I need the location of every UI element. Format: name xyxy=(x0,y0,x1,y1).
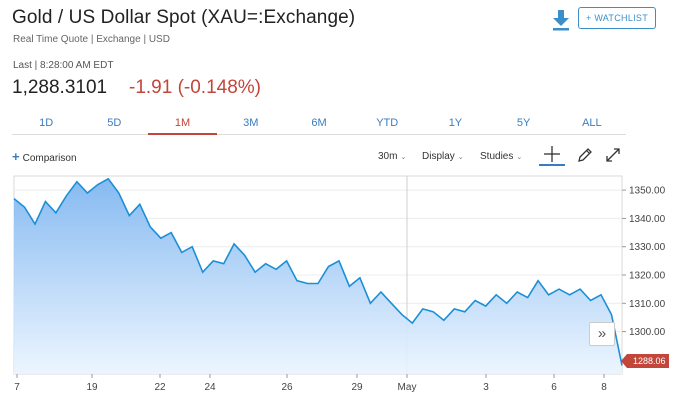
chart-toolbar: + Comparison 30m ⌄ Display ⌄ Studies ⌄ xyxy=(12,146,626,166)
tab-1d[interactable]: 1D xyxy=(39,117,54,129)
tab-5d[interactable]: 5D xyxy=(107,117,122,129)
pencil-icon xyxy=(578,148,592,162)
tab-1y[interactable]: 1Y xyxy=(448,117,463,129)
price-area xyxy=(14,178,622,374)
price-change: -1.91 (-0.148%) xyxy=(129,77,262,98)
x-tick-label: 26 xyxy=(281,382,293,393)
last-update-time: Last | 8:28:00 AM EDT xyxy=(13,60,114,71)
tab-1m[interactable]: 1M xyxy=(148,113,217,135)
display-label: Display xyxy=(422,151,455,162)
price-line xyxy=(13,177,623,366)
y-tick-label: 1300.00 xyxy=(629,327,666,338)
x-tick-label: 3 xyxy=(483,382,489,393)
scroll-to-latest-button[interactable]: » xyxy=(589,322,615,346)
fullscreen-button[interactable] xyxy=(604,146,622,164)
comparison-button[interactable]: + Comparison xyxy=(12,149,77,164)
chevron-down-icon: ⌄ xyxy=(400,154,407,161)
price-chart-svg: 1350.00 1340.00 1330.00 1320.00 1310.00 1300.… xyxy=(13,175,666,393)
y-tick-label: 1350.00 xyxy=(629,186,666,197)
x-tick-label: 29 xyxy=(351,382,363,393)
last-price: 1,288.3101 xyxy=(12,77,108,98)
interval-select[interactable]: 30m ⌄ xyxy=(378,151,406,162)
download-icon[interactable] xyxy=(551,9,571,31)
quote-source: Real Time Quote | Exchange | USD xyxy=(13,34,170,45)
crosshair-tool-button[interactable] xyxy=(539,144,565,166)
y-tick-label: 1340.00 xyxy=(629,214,666,225)
chevron-down-icon: ⌄ xyxy=(457,154,464,161)
page-title: Gold / US Dollar Spot (XAU=:Exchange) xyxy=(12,7,356,28)
studies-select[interactable]: Studies ⌄ xyxy=(480,151,522,162)
x-tick-label: 22 xyxy=(154,382,166,393)
tab-5y[interactable]: 5Y xyxy=(516,117,531,129)
tab-all[interactable]: ALL xyxy=(582,117,602,129)
add-to-watchlist-button[interactable]: + WATCHLIST xyxy=(578,7,656,29)
draw-tool-button[interactable] xyxy=(576,146,594,164)
x-tick-label: 8 xyxy=(601,382,607,393)
studies-label: Studies xyxy=(480,151,514,162)
tab-6m[interactable]: 6M xyxy=(311,117,327,129)
tab-ytd[interactable]: YTD xyxy=(376,117,399,129)
interval-label: 30m xyxy=(378,151,398,162)
current-price-tag: 1288.06 xyxy=(621,354,669,368)
y-tick-label: 1310.00 xyxy=(629,299,666,310)
chevron-down-icon: ⌄ xyxy=(516,154,523,161)
x-tick-label: May xyxy=(398,382,417,393)
y-tick-label: 1330.00 xyxy=(629,242,666,253)
x-tick-label: 7 xyxy=(14,382,20,393)
x-tick-label: 24 xyxy=(204,382,216,393)
display-select[interactable]: Display ⌄ xyxy=(422,151,464,162)
plus-icon: + xyxy=(12,149,20,164)
time-range-tabs: 1D 5D 1M 3M 6M YTD 1Y 5Y ALL xyxy=(12,113,626,135)
crosshair-icon xyxy=(544,146,560,162)
expand-icon xyxy=(606,148,620,162)
x-tick-label: 6 xyxy=(551,382,557,393)
price-chart[interactable]: 1350.00 1340.00 1330.00 1320.00 1310.00 1300.… xyxy=(0,170,680,404)
x-tick-label: 19 xyxy=(86,382,98,393)
y-tick-label: 1320.00 xyxy=(629,271,666,282)
comparison-label: Comparison xyxy=(22,153,77,164)
tab-3m[interactable]: 3M xyxy=(243,117,259,129)
